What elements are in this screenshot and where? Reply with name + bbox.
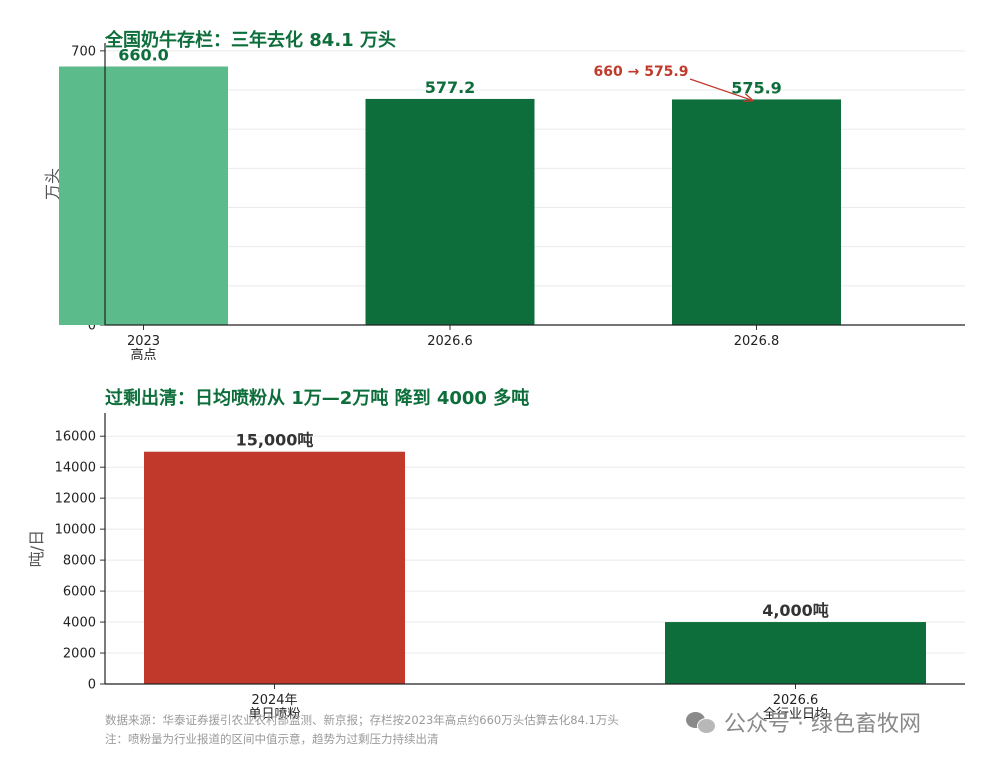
x-tick-label: 2026.6 xyxy=(773,693,819,708)
footer-source: 数据来源：华泰证券援引农业农村部监测、新京报；存栏按2023年高点约660万头估… xyxy=(105,713,619,727)
bar xyxy=(144,451,405,684)
watermark: 公众号 · 绿色畜牧网 xyxy=(686,704,921,740)
footer-note: 注：喷粉量为行业报道的区间中值示意，趋势为过剩压力持续出清 xyxy=(105,732,439,746)
value-label: 575.9 xyxy=(731,78,782,97)
y-tick-label: 12000 xyxy=(55,492,96,507)
value-label: 660.0 xyxy=(118,46,169,65)
x-tick-label: 2024年 xyxy=(251,693,297,708)
y-tick-label: 14000 xyxy=(55,461,96,476)
watermark-text: 公众号 · 绿色畜牧网 xyxy=(724,712,921,737)
milk-powder-chart: 过剩出清：日均喷粉从 1万—2万吨 降到 4000 多吨 0 2000 4000 600… xyxy=(27,387,965,722)
x-tick-label: 全行业日均 xyxy=(763,706,828,722)
value-label: 4,000吨 xyxy=(762,601,829,620)
value-label: 577.2 xyxy=(425,78,476,97)
y-tick-label: 0 xyxy=(88,678,96,693)
bar xyxy=(59,66,228,325)
cow-inventory-chart: 全国奶牛存栏：三年去化 84.1 万头010020030040050060070… xyxy=(43,29,965,363)
value-label: 15,000吨 xyxy=(236,431,314,450)
y-tick-label: 2000 xyxy=(63,647,96,662)
x-tick-label: 2026.8 xyxy=(734,334,780,349)
y-tick-label: 8000 xyxy=(63,554,96,569)
wechat-icon xyxy=(686,710,716,734)
y-axis-label: 吨/日 xyxy=(27,530,46,567)
bar xyxy=(672,99,841,325)
bar xyxy=(365,98,535,326)
x-tick-label: 2023 xyxy=(127,334,160,349)
bar xyxy=(665,622,926,684)
y-tick-label: 16000 xyxy=(55,430,96,445)
y-tick-label: 6000 xyxy=(63,585,96,600)
chart-title: 全国奶牛存栏：三年去化 84.1 万头 xyxy=(104,29,396,51)
x-tick-label: 2026.6 xyxy=(427,334,473,349)
y-tick-label: 10000 xyxy=(55,523,96,538)
annotation-text: 660 → 575.9 xyxy=(594,64,689,80)
x-tick-label: 单日喷粉 xyxy=(248,707,300,722)
y-tick-label: 0 xyxy=(88,319,96,334)
x-tick-label: 高点 xyxy=(130,347,156,363)
chart-title: 过剩出清：日均喷粉从 1万—2万吨 降到 4000 多吨 xyxy=(105,387,529,409)
y-tick-label: 4000 xyxy=(63,616,96,631)
y-tick-label: 700 xyxy=(71,44,96,59)
y-axis-label: 万头 xyxy=(43,168,62,200)
annotation-arrow xyxy=(689,78,753,100)
